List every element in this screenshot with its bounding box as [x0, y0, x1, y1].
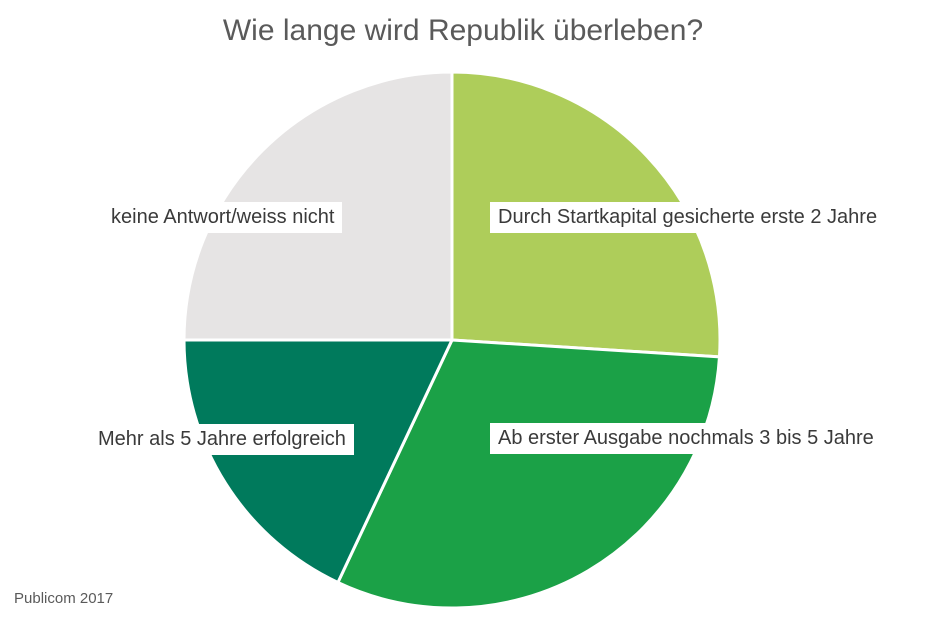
- slice-label-mehr-als-5-jahre: Mehr als 5 Jahre erfolgreich: [90, 424, 354, 455]
- chart-title: Wie lange wird Republik überleben?: [222, 14, 704, 47]
- slice-label-startkapital: Durch Startkapital gesicherte erste 2 Ja…: [490, 202, 886, 233]
- source-note: Publicom 2017: [14, 590, 114, 607]
- slice-label-keine-antwort: keine Antwort/weiss nicht: [103, 202, 343, 233]
- slice-label-3-bis-5-jahre: Ab erster Ausgabe nochmals 3 bis 5 Jahre: [490, 423, 882, 454]
- pie-slice-mehr-als-5-jahre: [182, 338, 454, 584]
